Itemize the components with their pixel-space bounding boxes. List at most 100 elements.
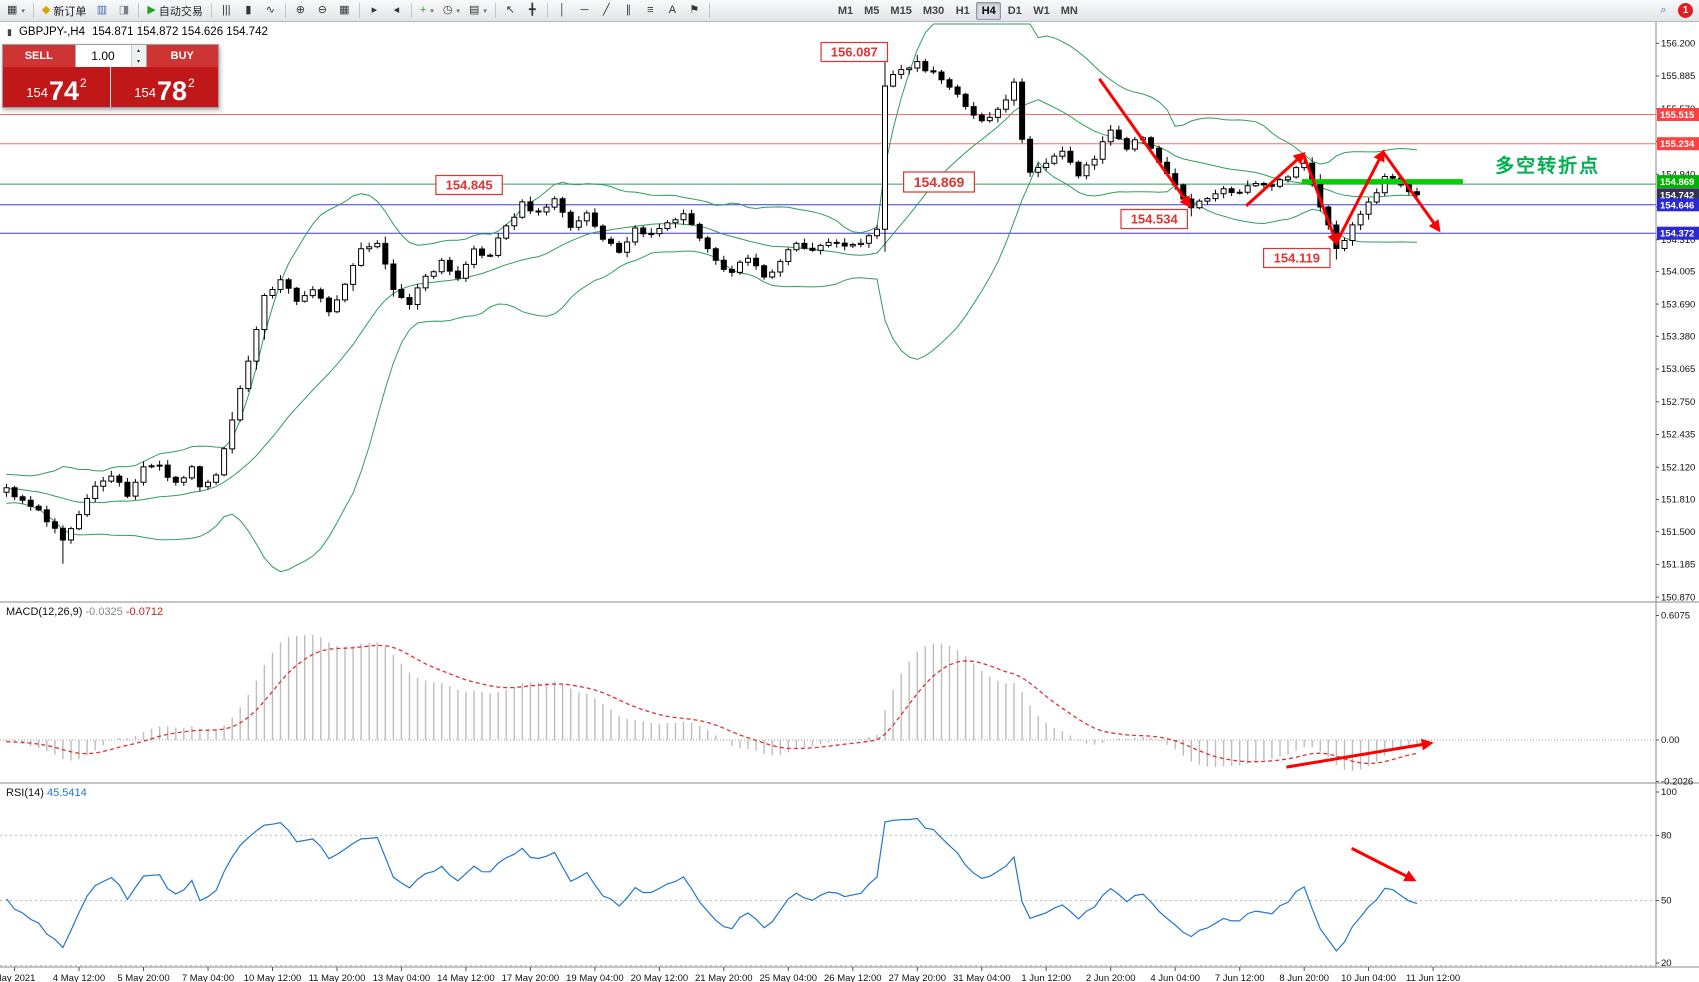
notification-badge[interactable]: 1 xyxy=(1678,3,1693,18)
svg-text:155.234: 155.234 xyxy=(1660,139,1695,150)
cursor-button[interactable]: ↖ xyxy=(500,1,521,20)
trend-arrow[interactable] xyxy=(1381,151,1441,233)
trade-panel-prices: 154 74 2 154 78 2 xyxy=(3,67,218,107)
time-axis-label: 5 May 20:00 xyxy=(117,973,169,982)
timeframe-w1-button[interactable]: W1 xyxy=(1028,2,1055,20)
svg-text:100: 100 xyxy=(1661,787,1677,798)
indicators-button[interactable]: + ▾ xyxy=(416,1,438,20)
profiles-button[interactable]: ◨ xyxy=(113,1,134,20)
fibonacci-button[interactable]: ≡ xyxy=(640,1,661,20)
toolbar-right: ⌕ 1 xyxy=(1653,1,1696,20)
crosshair-button[interactable]: ╋ xyxy=(522,1,543,20)
time-axis-label: 20 May 12:00 xyxy=(631,973,689,982)
pivot-line[interactable] xyxy=(1301,179,1463,185)
search-button[interactable]: ⌕ xyxy=(1653,1,1674,20)
price-annotation-text: 156.087 xyxy=(831,45,878,60)
time-axis-label: 27 May 20:00 xyxy=(889,973,947,982)
svg-text:151.500: 151.500 xyxy=(1661,527,1695,538)
macd-arrow[interactable] xyxy=(1286,738,1434,769)
chart-shift-icon: ◂ xyxy=(393,4,400,16)
buy-price-button[interactable]: 154 78 2 xyxy=(111,67,218,107)
crosshair-icon: ╋ xyxy=(529,4,536,16)
timeframe-mn-button[interactable]: MN xyxy=(1056,2,1083,20)
time-axis-label: 11 Jun 12:00 xyxy=(1406,973,1460,982)
buy-price-fraction: 2 xyxy=(188,76,195,90)
vertical-line-icon: │ xyxy=(558,4,566,16)
volume-field: ▴ ▾ xyxy=(74,45,147,67)
time-axis-label: 10 May 12:00 xyxy=(244,973,302,982)
price-annotation-box[interactable] xyxy=(820,41,889,63)
bar-chart-button[interactable]: ||| xyxy=(216,1,237,20)
tile-windows-button[interactable]: ▦ xyxy=(334,1,355,20)
sell-button[interactable]: SELL xyxy=(3,45,75,67)
timeframe-h4-button[interactable]: H4 xyxy=(976,1,1002,20)
rsi-arrow[interactable] xyxy=(1351,847,1417,882)
timeframe-d1-button[interactable]: D1 xyxy=(1002,2,1027,20)
channel-button[interactable]: ∥ xyxy=(618,1,639,20)
chart-window-button[interactable]: ▥ xyxy=(91,1,112,20)
timeframe-m1-button[interactable]: M1 xyxy=(833,2,858,20)
horizontal-line-button[interactable]: ─ xyxy=(574,1,595,20)
zoom-out-icon: ⊖ xyxy=(317,4,327,16)
horizontal-line-icon: ─ xyxy=(580,4,589,16)
time-axis-label: 2 Jun 20:00 xyxy=(1086,973,1136,982)
price-annotations[interactable]: 156.087 154.845 154.869 154.534 154.119 多空转折点 xyxy=(435,41,1600,269)
templates-icon: ▤ xyxy=(468,4,480,16)
trend-arrow[interactable] xyxy=(1301,153,1339,246)
horizontal-lines[interactable] xyxy=(0,114,1656,234)
trend-arrows[interactable] xyxy=(1098,78,1441,882)
price-annotation-box[interactable] xyxy=(435,174,503,196)
time-axis-label: 31 May 04:00 xyxy=(953,973,1011,982)
trend-arrow[interactable] xyxy=(1245,151,1306,208)
new-chart-button[interactable]: ▦ ▾ xyxy=(3,1,29,20)
trendline-button[interactable]: ╱ xyxy=(596,1,617,20)
trendline-icon: ╱ xyxy=(603,4,610,16)
timeframe-m5-button[interactable]: M5 xyxy=(859,2,884,20)
price-annotation-box[interactable] xyxy=(1262,247,1331,269)
price-annotation-box[interactable] xyxy=(902,171,975,193)
trend-arrow[interactable] xyxy=(1335,149,1385,244)
tile-windows-icon: ▦ xyxy=(339,4,350,16)
bar-chart-icon: ||| xyxy=(222,4,231,16)
time-axis-label: 14 May 12:00 xyxy=(437,973,495,982)
candle-chart-icon: ▮ xyxy=(245,4,252,16)
svg-text:154.742: 154.742 xyxy=(1660,190,1694,201)
arrow-label-button[interactable]: ⚑ xyxy=(684,1,705,20)
trend-arrow[interactable] xyxy=(1098,78,1192,209)
timeframe-m15-button[interactable]: M15 xyxy=(885,2,916,20)
line-chart-button[interactable]: ∿ xyxy=(260,1,281,20)
macd-label: MACD(12,26,9) -0.0325 -0.0712 xyxy=(6,606,163,618)
new-order-button[interactable]: ◆ 新订单 xyxy=(38,1,90,20)
macd-panel xyxy=(0,634,1656,771)
buy-button[interactable]: BUY xyxy=(146,45,218,67)
zoom-in-button[interactable]: ⊕ xyxy=(290,1,311,20)
dropdown-arrow-icon: ▾ xyxy=(456,7,460,15)
rsi-panel xyxy=(0,817,1656,967)
svg-text:154.372: 154.372 xyxy=(1660,229,1694,240)
time-axis-label: 17 May 20:00 xyxy=(502,973,560,982)
sell-price-fraction: 2 xyxy=(80,76,87,90)
volume-down-button[interactable]: ▾ xyxy=(131,56,146,67)
vertical-line-button[interactable]: │ xyxy=(552,1,573,20)
auto-scroll-button[interactable]: ▸ xyxy=(364,1,385,20)
periods-button[interactable]: ◷ ▾ xyxy=(439,1,464,20)
text-button[interactable]: A xyxy=(662,1,683,20)
autotrading-button[interactable]: ▶ 自动交易 xyxy=(143,1,206,20)
volume-up-button[interactable]: ▴ xyxy=(131,45,146,56)
svg-text:154.940: 154.940 xyxy=(1661,169,1695,180)
templates-button[interactable]: ▤ ▾ xyxy=(465,1,491,20)
timeframe-m30-button[interactable]: M30 xyxy=(918,2,949,20)
svg-text:0.6075: 0.6075 xyxy=(1661,611,1690,622)
zoom-out-button[interactable]: ⊖ xyxy=(312,1,333,20)
candle-chart-button[interactable]: ▮ xyxy=(238,1,259,20)
dropdown-arrow-icon: ▾ xyxy=(430,7,434,15)
volume-input[interactable] xyxy=(75,45,131,67)
sell-price-pips: 74 xyxy=(48,76,80,107)
autotrading-label: 自动交易 xyxy=(158,5,203,18)
price-annotation-box[interactable] xyxy=(1120,208,1189,230)
time-axis-label: 26 May 12:00 xyxy=(824,973,882,982)
chart-shift-button[interactable]: ◂ xyxy=(386,1,407,20)
sell-price-button[interactable]: 154 74 2 xyxy=(3,67,111,107)
timeframe-h1-button[interactable]: H1 xyxy=(950,2,975,20)
